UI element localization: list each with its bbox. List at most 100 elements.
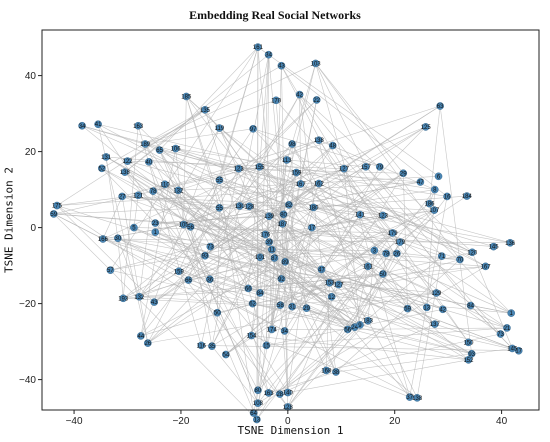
node-point: 41 [94, 120, 102, 128]
node-marker [119, 294, 128, 303]
edge-line [178, 190, 330, 283]
node-marker [285, 200, 293, 209]
edge-line [392, 232, 469, 343]
node-label: 167 [296, 182, 307, 188]
edge-line [102, 238, 408, 309]
node-label: 13 [253, 418, 260, 424]
edge-line [284, 227, 313, 332]
node-point: 154 [246, 331, 257, 340]
node-point: 43 [277, 61, 285, 70]
node-marker [302, 304, 311, 312]
node-point: 123 [234, 164, 244, 173]
node-point: 31 [288, 302, 296, 311]
node-point: 27 [118, 192, 126, 200]
edge-line [137, 125, 348, 330]
node-label: 138 [314, 138, 325, 144]
node-label: 80 [280, 212, 287, 218]
node-marker [215, 124, 224, 132]
edge-line [124, 171, 191, 228]
node-point: 122 [122, 157, 133, 165]
edge-line [296, 172, 512, 314]
node-label: 47 [318, 267, 325, 273]
node-marker [489, 242, 498, 251]
edge-line [287, 227, 313, 393]
edge-line [154, 172, 297, 303]
node-label: 59 [50, 212, 57, 218]
edge-line [385, 253, 501, 335]
edge-line [219, 180, 254, 414]
edge-line [211, 345, 259, 404]
node-marker [464, 356, 473, 364]
node-point: 54 [222, 350, 230, 359]
node-label: 13 [423, 305, 430, 311]
node-marker [311, 59, 320, 68]
edge-line [159, 149, 397, 254]
node-point: 80 [254, 386, 262, 394]
node-label: 80 [255, 388, 262, 394]
node-marker [393, 249, 401, 258]
node-label: 73 [497, 332, 504, 338]
node-point: 22 [312, 96, 321, 104]
edge-line [153, 139, 319, 192]
edge-line [105, 156, 332, 298]
node-label: 78 [150, 189, 157, 195]
node-marker [468, 248, 476, 257]
node-marker [134, 121, 142, 130]
edge-line [219, 179, 289, 206]
node-label: 42 [439, 307, 446, 313]
node-point: 89 [281, 257, 289, 266]
node-label: 29 [400, 171, 407, 177]
node-point: 59 [49, 210, 58, 218]
node-label: 84 [257, 291, 264, 297]
node-point: 137 [430, 320, 440, 328]
node-marker [422, 303, 431, 312]
node-point: 189 [140, 140, 151, 148]
node-point: 145 [507, 344, 518, 353]
node-point: 13 [253, 415, 261, 424]
node-label: 66 [185, 278, 192, 284]
node-point: 116 [196, 341, 207, 349]
node-label: 50 [214, 311, 221, 317]
node-marker [276, 390, 284, 398]
edge-line [269, 189, 435, 217]
node-marker [174, 186, 183, 195]
node-marker [315, 179, 323, 188]
edge-line [102, 238, 361, 326]
edge-line [117, 237, 355, 328]
node-point: 26 [393, 249, 401, 258]
edge-line [249, 206, 410, 398]
edge-line [252, 126, 426, 304]
node-marker [508, 344, 517, 353]
edge-line [359, 253, 398, 326]
edge-line [268, 54, 293, 307]
node-label: 168 [321, 368, 332, 374]
node-point: 70 [456, 255, 464, 264]
node-marker [281, 257, 289, 266]
edge-line [225, 195, 468, 355]
node-point: 187 [277, 219, 288, 228]
node-label: 16 [444, 194, 451, 200]
node-point: 30 [114, 234, 122, 242]
x-tick-label: 40 [496, 416, 508, 427]
node-marker [413, 394, 421, 402]
node-point: 136 [505, 238, 516, 247]
node-point: 73 [206, 242, 214, 251]
node-point: 36 [206, 275, 214, 284]
edge-line [102, 238, 460, 260]
edge-line [211, 172, 297, 347]
edge-line [155, 127, 220, 233]
edge-line [287, 359, 469, 393]
edge-line [399, 241, 442, 257]
edge-line [257, 266, 369, 404]
node-label: 39 [266, 240, 273, 246]
node-label: 131 [101, 155, 112, 161]
node-point: 59 [403, 304, 412, 313]
node-label: 48 [329, 144, 336, 150]
node-label: 97 [250, 127, 257, 133]
node-label: 54 [222, 353, 229, 359]
node-marker [256, 289, 264, 297]
node-marker [206, 275, 214, 284]
node-point: 62 [248, 299, 257, 308]
node-marker [388, 229, 397, 237]
y-tick-label: 20 [25, 147, 37, 158]
